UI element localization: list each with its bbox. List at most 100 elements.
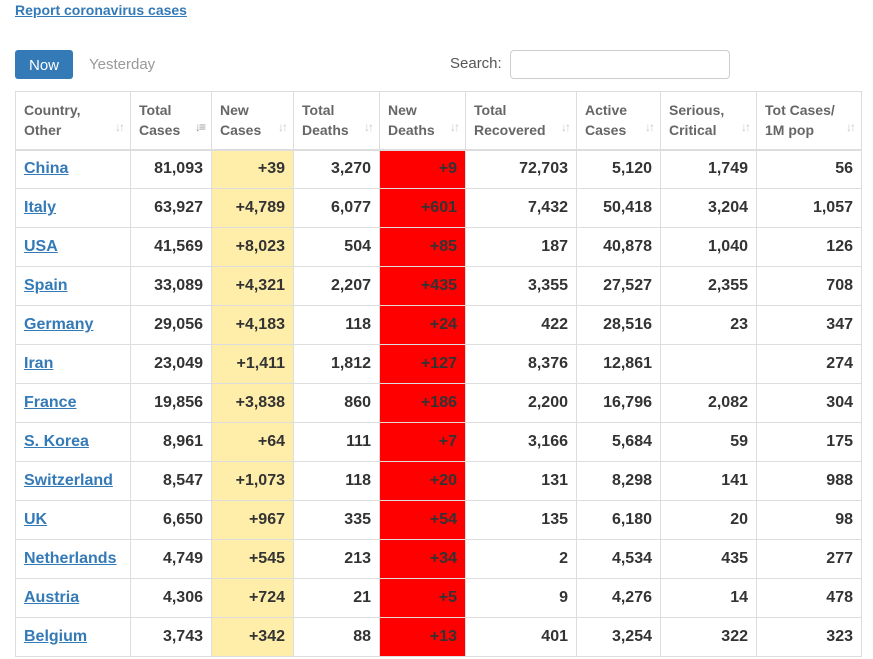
column-header-label: Cases <box>220 122 262 138</box>
country-link[interactable]: France <box>24 394 77 411</box>
column-header-label: Deaths <box>388 122 435 138</box>
cell-total-cases: 29,056 <box>130 305 212 345</box>
cell-total-deaths: 213 <box>293 539 380 579</box>
country-link[interactable]: Switzerland <box>24 472 113 489</box>
cell-new-cases: +8,023 <box>211 227 294 267</box>
cell-active-cases: 50,418 <box>576 188 661 228</box>
sort-icon[interactable]: ↓↑ <box>741 119 751 134</box>
cell-serious-critical: 59 <box>660 422 757 462</box>
column-header-cases-per-1m[interactable]: Tot Cases/1M pop ↓↑ <box>756 91 862 151</box>
column-header-total-recovered[interactable]: Total Recovered ↓↑ <box>465 91 577 151</box>
cell-country: Belgium <box>15 617 131 657</box>
now-tab-button[interactable]: Now <box>15 50 73 79</box>
search-input[interactable] <box>510 50 730 79</box>
country-link[interactable]: Germany <box>24 316 94 333</box>
country-link[interactable]: Austria <box>24 589 80 606</box>
column-header-serious-critical[interactable]: Serious, Critical ↓↑ <box>660 91 757 151</box>
cell-total-deaths: 118 <box>293 305 380 345</box>
cell-cases-per-1m: 175 <box>756 422 862 462</box>
cell-new-deaths: +601 <box>379 188 466 228</box>
sort-icon[interactable]: ↓↑ <box>645 119 655 134</box>
cell-new-cases: +1,073 <box>211 461 294 501</box>
table-row: Belgium 3,743 +342 88 +13 401 3,254 322 323 <box>15 617 862 657</box>
cell-total-deaths: 3,270 <box>293 149 380 189</box>
cell-country: Germany <box>15 305 131 345</box>
country-link[interactable]: Belgium <box>24 628 88 645</box>
column-header-label: Other <box>24 122 62 138</box>
cell-total-recovered: 7,432 <box>465 188 577 228</box>
cell-active-cases: 40,878 <box>576 227 661 267</box>
cell-serious-critical: 3,204 <box>660 188 757 228</box>
cell-total-recovered: 2 <box>465 539 577 579</box>
cell-country: UK <box>15 500 131 540</box>
column-header-label: Serious, <box>669 102 725 118</box>
column-header-country[interactable]: Country, Other ↓↑ <box>15 91 131 151</box>
cell-total-cases: 4,749 <box>130 539 212 579</box>
cell-serious-critical: 14 <box>660 578 757 618</box>
cell-new-deaths: +34 <box>379 539 466 579</box>
cell-country: Austria <box>15 578 131 618</box>
cell-cases-per-1m: 98 <box>756 500 862 540</box>
cell-total-deaths: 335 <box>293 500 380 540</box>
sort-icon[interactable]: ↓↑ <box>278 119 288 134</box>
sort-desc-icon[interactable]: ↓≡ <box>194 119 206 134</box>
cell-country: China <box>15 149 131 189</box>
cell-new-cases: +4,321 <box>211 266 294 306</box>
cell-total-recovered: 8,376 <box>465 344 577 384</box>
column-header-active-cases[interactable]: Active Cases ↓↑ <box>576 91 661 151</box>
yesterday-tab-button[interactable]: Yesterday <box>89 56 156 73</box>
column-header-label: Critical <box>669 122 717 138</box>
cell-country: Netherlands <box>15 539 131 579</box>
country-link[interactable]: UK <box>24 511 48 528</box>
table-row: Austria 4,306 +724 21 +5 9 4,276 14 478 <box>15 578 862 618</box>
table-controls: Now Yesterday Search: <box>15 50 860 80</box>
cell-total-deaths: 2,207 <box>293 266 380 306</box>
cell-cases-per-1m: 126 <box>756 227 862 267</box>
cell-serious-critical: 435 <box>660 539 757 579</box>
country-link[interactable]: Iran <box>24 355 54 372</box>
column-header-label: Tot Cases/ <box>765 102 835 118</box>
sort-icon[interactable]: ↓↑ <box>364 119 374 134</box>
country-link[interactable]: Italy <box>24 199 57 216</box>
table-row: Italy 63,927 +4,789 6,077 +601 7,432 50,418 3,2… <box>15 188 862 228</box>
cell-total-recovered: 422 <box>465 305 577 345</box>
column-header-label: Deaths <box>302 122 349 138</box>
sort-icon[interactable]: ↓↑ <box>450 119 460 134</box>
cell-total-cases: 19,856 <box>130 383 212 423</box>
country-link[interactable]: China <box>24 160 69 178</box>
cases-table: Country, Other ↓↑ Total Cases ↓≡ New Cases ↓↑ Tot… <box>15 91 862 657</box>
cell-active-cases: 5,120 <box>576 149 661 189</box>
cell-total-recovered: 9 <box>465 578 577 618</box>
cell-new-deaths: +24 <box>379 305 466 345</box>
cell-total-cases: 4,306 <box>130 578 212 618</box>
cell-active-cases: 27,527 <box>576 266 661 306</box>
sort-icon[interactable]: ↓↑ <box>561 119 571 134</box>
cell-new-cases: +64 <box>211 422 294 462</box>
sort-icon[interactable]: ↓↑ <box>115 119 125 134</box>
cell-cases-per-1m: 347 <box>756 305 862 345</box>
column-header-new-cases[interactable]: New Cases ↓↑ <box>211 91 294 151</box>
cell-serious-critical: 1,749 <box>660 149 757 189</box>
report-cases-link[interactable]: Report coronavirus cases <box>15 2 187 18</box>
cell-total-recovered: 401 <box>465 617 577 657</box>
cell-total-cases: 63,927 <box>130 188 212 228</box>
cell-total-recovered: 131 <box>465 461 577 501</box>
cell-active-cases: 12,861 <box>576 344 661 384</box>
sort-icon[interactable]: ↓↑ <box>846 119 856 134</box>
country-link[interactable]: USA <box>24 238 58 255</box>
column-header-total-deaths[interactable]: Total Deaths ↓↑ <box>293 91 380 151</box>
cell-total-deaths: 21 <box>293 578 380 618</box>
cell-active-cases: 4,276 <box>576 578 661 618</box>
column-header-total-cases[interactable]: Total Cases ↓≡ <box>130 91 212 151</box>
cell-country: Italy <box>15 188 131 228</box>
cell-total-cases: 8,961 <box>130 422 212 462</box>
country-link[interactable]: Netherlands <box>24 550 117 567</box>
cell-cases-per-1m: 478 <box>756 578 862 618</box>
cell-total-deaths: 88 <box>293 617 380 657</box>
cell-active-cases: 5,684 <box>576 422 661 462</box>
country-link[interactable]: S. Korea <box>24 433 89 450</box>
cell-total-recovered: 135 <box>465 500 577 540</box>
cell-total-deaths: 6,077 <box>293 188 380 228</box>
column-header-new-deaths[interactable]: New Deaths ↓↑ <box>379 91 466 151</box>
country-link[interactable]: Spain <box>24 277 68 294</box>
